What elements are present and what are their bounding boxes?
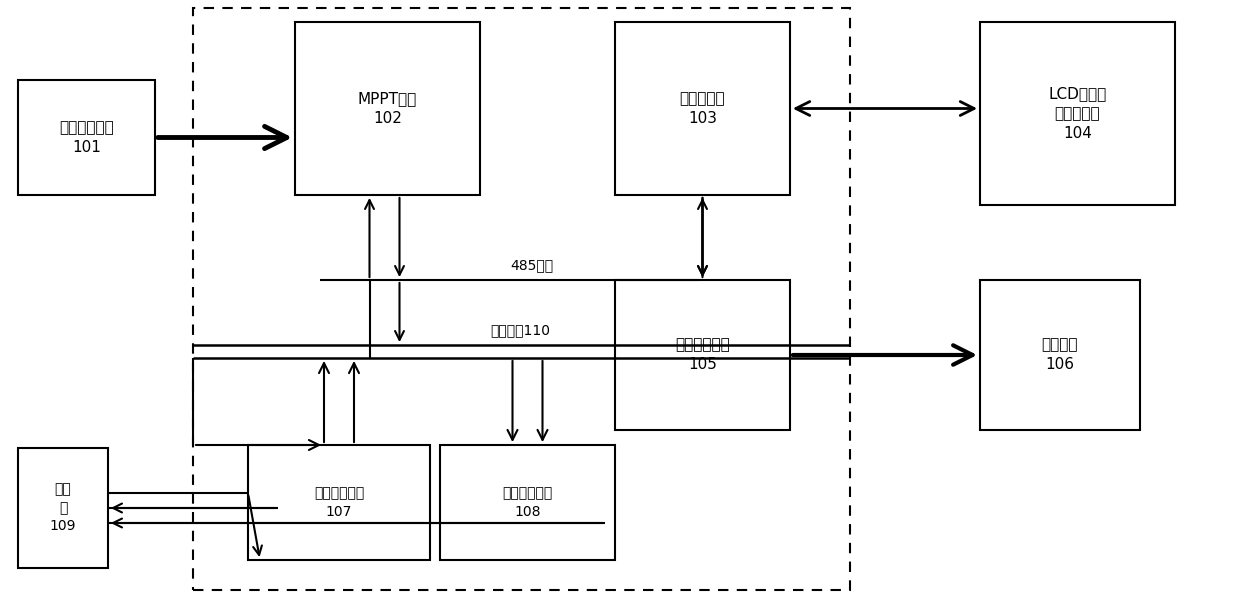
- Bar: [980, 22, 1176, 205]
- Text: 并网逆变电路
108: 并网逆变电路 108: [502, 486, 553, 519]
- Text: 充电插口
106: 充电插口 106: [1042, 338, 1079, 373]
- Bar: [440, 445, 615, 560]
- Text: 直流母线110: 直流母线110: [490, 323, 551, 337]
- Bar: [980, 280, 1140, 430]
- Text: LCD显示屏
及设置单元
104: LCD显示屏 及设置单元 104: [1048, 86, 1106, 140]
- Bar: [19, 80, 155, 195]
- Text: 接口逆变电路
105: 接口逆变电路 105: [675, 338, 730, 373]
- Bar: [248, 445, 430, 560]
- Text: 微电
网
109: 微电 网 109: [50, 482, 76, 534]
- Bar: [295, 22, 480, 195]
- Bar: [193, 8, 849, 590]
- Bar: [19, 448, 108, 568]
- Text: 485总线: 485总线: [510, 258, 553, 272]
- Text: MPPT电路
102: MPPT电路 102: [358, 91, 417, 126]
- Text: 太阳能电池板
101: 太阳能电池板 101: [60, 120, 114, 155]
- Bar: [615, 280, 790, 430]
- Text: 电网充电电路
107: 电网充电电路 107: [314, 486, 365, 519]
- Bar: [615, 22, 790, 195]
- Text: 主控制单元
103: 主控制单元 103: [680, 91, 725, 126]
